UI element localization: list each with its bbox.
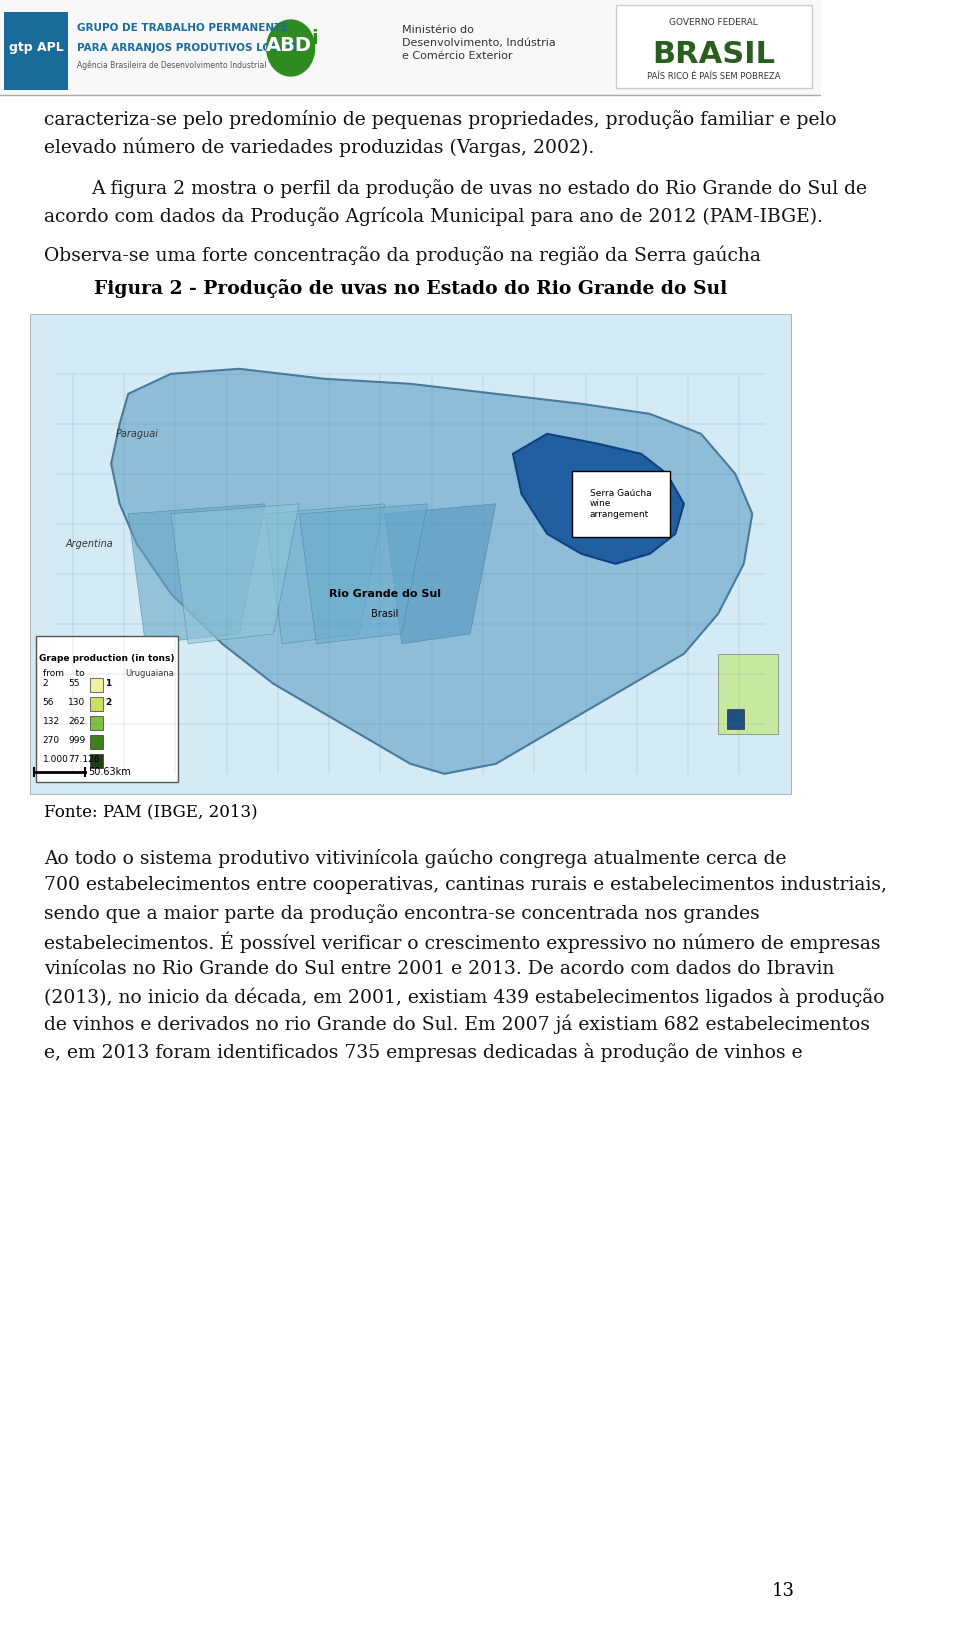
FancyBboxPatch shape [718, 654, 778, 734]
Text: 55: 55 [68, 680, 80, 688]
Text: estabelecimentos. É possível verificar o crescimento expressivo no número de emp: estabelecimentos. É possível verificar o… [44, 932, 881, 954]
Text: BRASIL: BRASIL [653, 41, 776, 68]
Text: from    to: from to [43, 668, 84, 678]
FancyBboxPatch shape [4, 11, 68, 90]
Text: acordo com dados da Produção Agrícola Municipal para ano de 2012 (PAM-IBGE).: acordo com dados da Produção Agrícola Mu… [44, 207, 824, 227]
Text: 130: 130 [68, 698, 85, 707]
Text: 4: 4 [106, 737, 111, 745]
FancyBboxPatch shape [0, 0, 821, 95]
Polygon shape [385, 504, 495, 644]
Text: Serra Gaúcha
wine
arrangement: Serra Gaúcha wine arrangement [589, 489, 652, 518]
Text: Grape production (in tons): Grape production (in tons) [39, 654, 175, 663]
Polygon shape [111, 368, 753, 774]
Text: i: i [311, 28, 318, 47]
Text: e, em 2013 foram identificados 735 empresas dedicadas à produção de vinhos e: e, em 2013 foram identificados 735 empre… [44, 1043, 804, 1061]
Text: Observa-se uma forte concentração da produção na região da Serra gaúcha: Observa-se uma forte concentração da pro… [44, 246, 761, 266]
Text: 270: 270 [43, 737, 60, 745]
Text: 2: 2 [106, 698, 111, 707]
Text: Fonte: PAM (IBGE, 2013): Fonte: PAM (IBGE, 2013) [44, 804, 258, 822]
Text: (2013), no inicio da década, em 2001, existiam 439 estabelecimentos ligados à pr: (2013), no inicio da década, em 2001, ex… [44, 988, 885, 1007]
Text: 56: 56 [43, 698, 55, 707]
Text: e Comércio Exterior: e Comércio Exterior [402, 51, 513, 60]
Text: 50.63km: 50.63km [88, 766, 131, 778]
Text: caracteriza-se pelo predomínio de pequenas propriedades, produção familiar e pel: caracteriza-se pelo predomínio de pequen… [44, 109, 837, 129]
FancyBboxPatch shape [36, 636, 178, 782]
Text: Agência Brasileira de Desenvolvimento Industrial: Agência Brasileira de Desenvolvimento In… [77, 60, 267, 70]
Text: 1.000: 1.000 [43, 755, 68, 764]
Text: Rio Grande do Sul: Rio Grande do Sul [328, 588, 441, 598]
Circle shape [267, 20, 315, 77]
FancyBboxPatch shape [90, 696, 104, 711]
Text: Ao todo o sistema produtivo vitivinícola gaúcho congrega atualmente cerca de: Ao todo o sistema produtivo vitivinícola… [44, 849, 787, 869]
Text: 700 estabelecimentos entre cooperativas, cantinas rurais e estabelecimentos indu: 700 estabelecimentos entre cooperativas,… [44, 877, 887, 895]
Text: 13: 13 [772, 1583, 795, 1601]
Text: 3: 3 [106, 717, 111, 727]
Text: gtp APL: gtp APL [9, 41, 63, 54]
Text: 262: 262 [68, 717, 85, 727]
Text: ABD: ABD [266, 36, 312, 54]
Polygon shape [129, 504, 265, 644]
Text: vinícolas no Rio Grande do Sul entre 2001 e 2013. De acordo com dados do Ibravin: vinícolas no Rio Grande do Sul entre 200… [44, 960, 835, 978]
FancyBboxPatch shape [90, 716, 104, 730]
Text: 77.126: 77.126 [68, 755, 100, 764]
Text: Figura 2 - Produção de uvas no Estado do Rio Grande do Sul: Figura 2 - Produção de uvas no Estado do… [94, 279, 727, 298]
FancyBboxPatch shape [90, 753, 104, 768]
Text: Uruguaiana: Uruguaiana [125, 670, 174, 678]
Text: 5: 5 [106, 755, 111, 764]
Polygon shape [171, 504, 300, 644]
FancyBboxPatch shape [30, 315, 791, 794]
Text: Brasil: Brasil [371, 610, 398, 619]
FancyBboxPatch shape [90, 678, 104, 691]
Text: 2: 2 [43, 680, 48, 688]
Text: 132: 132 [43, 717, 60, 727]
Polygon shape [300, 504, 427, 644]
Text: GRUPO DE TRABALHO PERMANENTE: GRUPO DE TRABALHO PERMANENTE [77, 23, 288, 33]
FancyBboxPatch shape [727, 709, 744, 729]
Text: GOVERNO FEDERAL: GOVERNO FEDERAL [669, 18, 758, 28]
Text: 999: 999 [68, 737, 85, 745]
Text: sendo que a maior parte da produção encontra-se concentrada nos grandes: sendo que a maior parte da produção enco… [44, 905, 760, 923]
Text: elevado número de variedades produzidas (Vargas, 2002).: elevado número de variedades produzidas … [44, 137, 594, 156]
Text: PAÍS RICO É PAÍS SEM POBREZA: PAÍS RICO É PAÍS SEM POBREZA [647, 72, 780, 82]
Polygon shape [265, 504, 385, 644]
Text: A figura 2 mostra o perfil da produção de uvas no estado do Rio Grande do Sul de: A figura 2 mostra o perfil da produção d… [91, 179, 868, 199]
Text: de vinhos e derivados no rio Grande do Sul. Em 2007 já existiam 682 estabelecime: de vinhos e derivados no rio Grande do S… [44, 1015, 871, 1035]
Text: Desenvolvimento, Indústria: Desenvolvimento, Indústria [402, 37, 556, 47]
Polygon shape [513, 434, 684, 564]
Text: Argentina: Argentina [66, 540, 113, 549]
Text: Ministério do: Ministério do [402, 24, 473, 34]
Text: Paraguai: Paraguai [115, 429, 158, 438]
FancyBboxPatch shape [90, 735, 104, 748]
Text: PARA ARRANJOS PRODUTIVOS LOCAIS: PARA ARRANJOS PRODUTIVOS LOCAIS [77, 42, 298, 54]
Text: 1: 1 [106, 680, 111, 688]
FancyBboxPatch shape [615, 5, 812, 88]
